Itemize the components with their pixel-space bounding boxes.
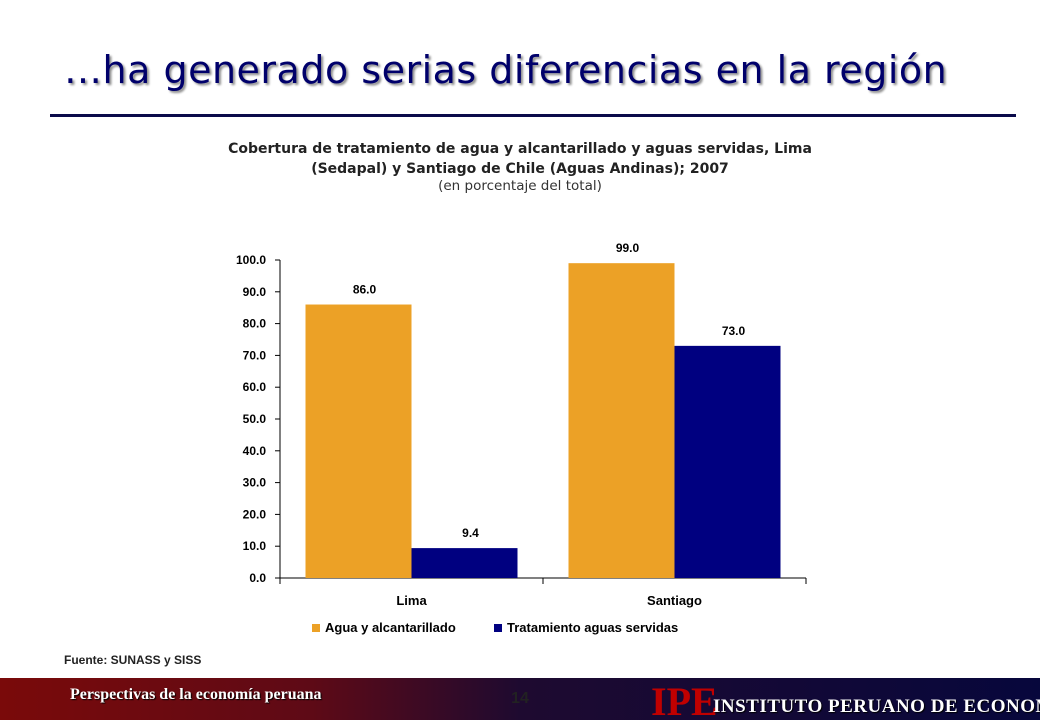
data-label: 99.0 xyxy=(616,241,640,255)
title-divider xyxy=(50,114,1016,117)
footer-title: Perspectivas de la economía peruana xyxy=(70,686,322,703)
y-tick-label: 10.0 xyxy=(243,539,267,553)
chart-axes: 0.0 10.0 20.0 30.0 40.0 50.0 60.0 70.0 80.0 90.0 1… xyxy=(236,253,807,608)
y-tick-label: 90.0 xyxy=(243,285,267,299)
legend-label: Tratamiento aguas servidas xyxy=(507,620,678,635)
legend-swatch xyxy=(494,624,502,632)
y-tick-label: 20.0 xyxy=(243,507,267,521)
bar-tratamiento-aguas-servidas-lima xyxy=(411,548,518,578)
bar-agua-y-alcantarillado-lima xyxy=(305,304,412,578)
chart-title-line-2: (Sedapal) y Santiago de Chile (Aguas And… xyxy=(311,161,729,177)
chart-title: Cobertura de tratamiento de agua y alcan… xyxy=(100,139,940,179)
legend-swatch xyxy=(312,624,320,632)
y-tick-label: 50.0 xyxy=(243,412,267,426)
chart-subtitle: (en porcentaje del total) xyxy=(438,178,602,194)
y-tick-label: 70.0 xyxy=(243,348,267,362)
legend-label: Agua y alcantarillado xyxy=(325,620,456,635)
data-label: 73.0 xyxy=(722,324,746,338)
slide-title: …ha generado serias diferencias en la re… xyxy=(64,48,948,92)
page-number: 14 xyxy=(511,690,529,707)
y-tick-label: 80.0 xyxy=(243,317,267,331)
y-tick-label: 40.0 xyxy=(243,444,267,458)
data-label: 86.0 xyxy=(353,283,377,297)
institution-name: INSTITUTO PERUANO DE ECONOMÍA xyxy=(713,696,1040,717)
chart-data-labels: 86.0 9.4 99.0 73.0 xyxy=(353,241,746,540)
source-note: Fuente: SUNASS y SISS xyxy=(64,653,202,667)
chart-legend: Agua y alcantarillado Tratamiento aguas s… xyxy=(312,620,678,635)
chart-bars xyxy=(305,263,781,578)
chart-title-line-1: Cobertura de tratamiento de agua y alcan… xyxy=(228,141,812,157)
bar-agua-y-alcantarillado-santiago xyxy=(568,263,675,578)
y-tick-label: 60.0 xyxy=(243,380,267,394)
x-category-label: Santiago xyxy=(647,593,702,608)
y-tick-label: 30.0 xyxy=(243,476,267,490)
data-label: 9.4 xyxy=(462,526,479,540)
ipe-logo: IPE xyxy=(651,679,718,724)
footer-bar: Perspectivas de la economía peruana xyxy=(0,678,1040,720)
x-category-label: Lima xyxy=(396,593,427,608)
bar-tratamiento-aguas-servidas-santiago xyxy=(674,345,781,578)
y-tick-label: 100.0 xyxy=(236,253,266,267)
y-tick-label: 0.0 xyxy=(249,571,266,585)
